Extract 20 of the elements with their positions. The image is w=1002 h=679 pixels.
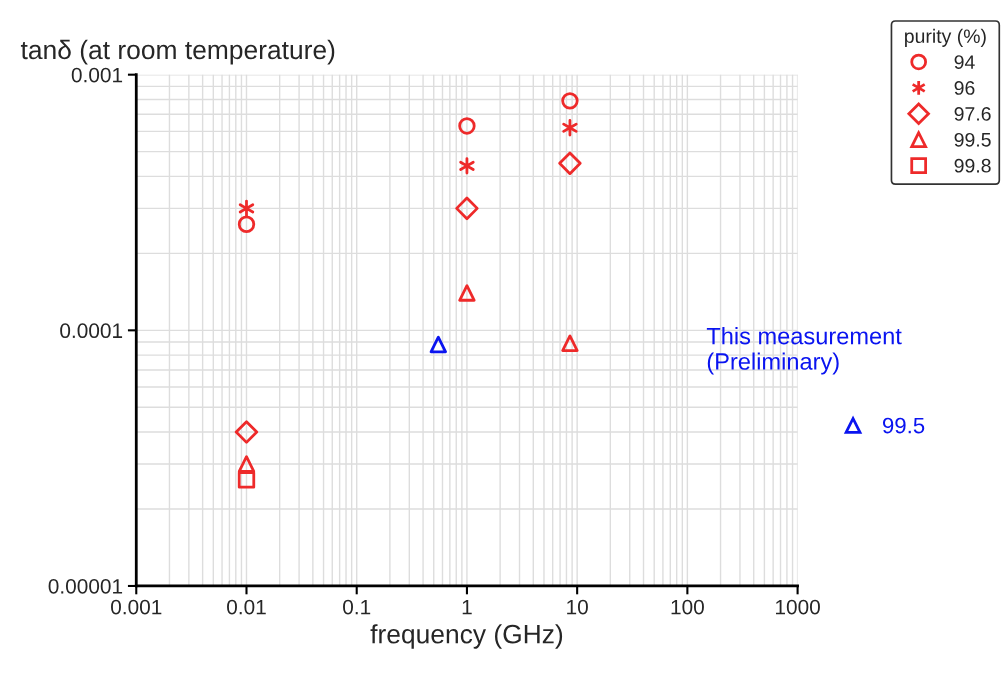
y-tick-label: 0.001 — [71, 67, 123, 83]
y-axis-title: tanδ (at room temperature) — [20, 39, 335, 65]
x-tick-label: 100 — [671, 599, 704, 615]
x-tick-label: 0.001 — [111, 599, 162, 615]
y-tick-label: 0.00001 — [48, 578, 123, 594]
y-tick-label: 0.0001 — [60, 323, 123, 339]
x-tick-label: 1 — [462, 599, 472, 615]
legend-label: 94 — [954, 55, 975, 69]
legend-title: purity (%) — [905, 28, 986, 47]
x-tick-label: 0.01 — [227, 599, 266, 615]
legend-label: 99.5 — [954, 132, 991, 147]
legend-label: 96 — [954, 81, 975, 95]
legend-label: 99.8 — [954, 158, 991, 173]
x-tick-label: 0.1 — [343, 599, 371, 615]
legend-label: 97.6 — [954, 107, 991, 121]
x-tick-label: 1000 — [776, 599, 820, 615]
x-tick-label: 10 — [567, 599, 588, 615]
annotation: This measurement (Preliminary) — [706, 327, 902, 375]
x-axis-title: frequency (GHz) — [370, 624, 563, 649]
legend-label: 99.5 — [882, 417, 925, 434]
